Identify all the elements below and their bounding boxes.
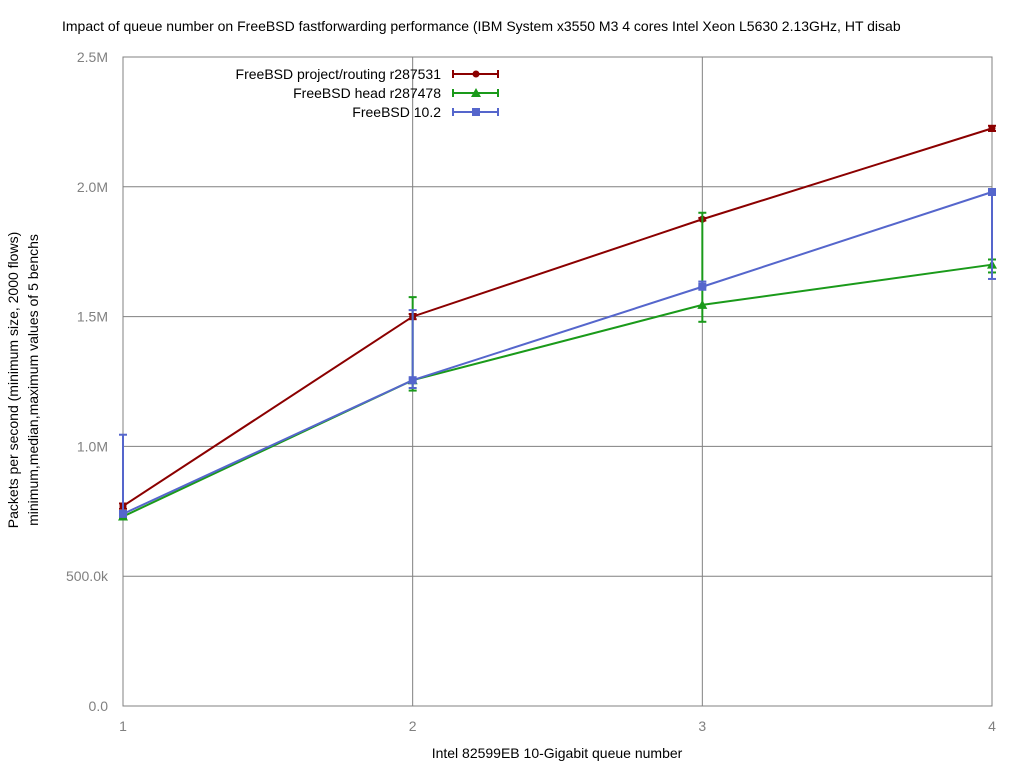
legend-label: FreeBSD project/routing r287531 — [236, 66, 442, 82]
x-tick-label: 2 — [409, 718, 417, 734]
x-tick-label: 1 — [119, 718, 127, 734]
grid — [122, 56, 993, 707]
series-1 — [119, 124, 996, 510]
plot-area — [118, 124, 997, 521]
x-tick-label: 4 — [988, 718, 996, 734]
y-tick-label: 500.0k — [66, 568, 109, 584]
legend-marker — [472, 70, 480, 78]
data-point — [697, 299, 708, 309]
data-point — [408, 376, 417, 385]
data-point — [698, 282, 707, 291]
legend-item: FreeBSD 10.2 — [352, 104, 499, 120]
y-axis-subtitle: minimum,median,maximum values of 5 bench… — [25, 234, 41, 526]
plot-frame — [122, 56, 993, 707]
y-axis-title: Packets per second (minimum size, 2000 f… — [5, 232, 21, 528]
legend-marker — [472, 108, 480, 116]
y-tick-label: 2.5M — [77, 49, 108, 65]
series-line — [122, 191, 993, 515]
y-axis-ticks: 0.0 500.0k 1.0M 1.5M 2.0M 2.5M — [66, 49, 109, 714]
legend-item: FreeBSD project/routing r287531 — [236, 66, 499, 82]
legend: FreeBSD project/routing r287531 FreeBSD h… — [236, 66, 499, 120]
x-axis-title: Intel 82599EB 10-Gigabit queue number — [432, 745, 683, 761]
data-point — [988, 124, 996, 132]
legend-label: FreeBSD head r287478 — [293, 85, 441, 101]
data-point — [988, 187, 996, 196]
y-tick-label: 1.0M — [77, 438, 108, 454]
x-tick-label: 3 — [698, 718, 706, 734]
legend-item: FreeBSD head r287478 — [293, 85, 499, 101]
legend-marker — [471, 88, 481, 97]
series-line — [122, 127, 993, 507]
data-point — [119, 509, 127, 518]
y-tick-label: 0.0 — [89, 698, 109, 714]
series-line — [122, 263, 993, 518]
x-axis-ticks: 1 2 3 4 — [119, 718, 996, 734]
y-tick-label: 2.0M — [77, 179, 108, 195]
series-2 — [118, 211, 997, 521]
y-tick-label: 1.5M — [77, 309, 108, 325]
legend-label: FreeBSD 10.2 — [352, 104, 441, 120]
series-3 — [119, 187, 996, 518]
chart-title: Impact of queue number on FreeBSD fastfo… — [62, 18, 901, 34]
